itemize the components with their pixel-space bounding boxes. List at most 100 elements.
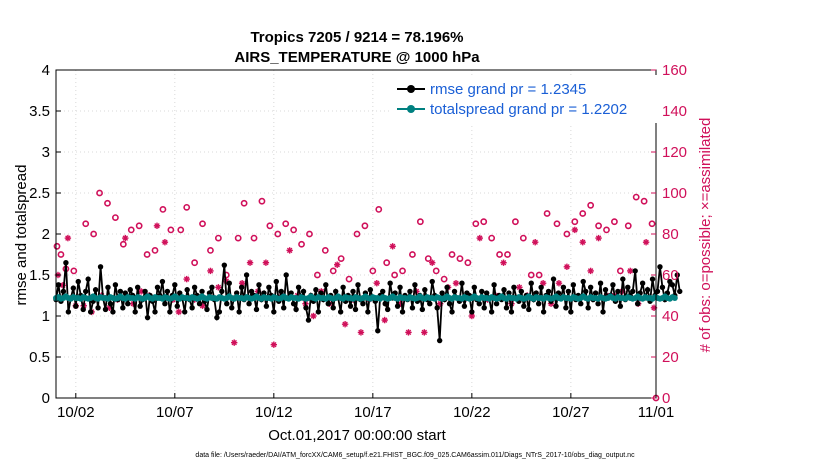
- assimilated-obs-point: [452, 280, 460, 287]
- y-tick-label-left: 0: [42, 390, 50, 407]
- rmse-point: [600, 309, 606, 315]
- possible-obs-point: [553, 220, 561, 228]
- possible-obs-point: [199, 220, 206, 228]
- possible-obs-point: [234, 234, 242, 242]
- rmse-point: [154, 284, 161, 290]
- assimilated-obs-point: [153, 222, 161, 229]
- possible-obs-point: [250, 234, 258, 242]
- rmse-point: [303, 305, 309, 311]
- asterisk-stroke: [65, 235, 71, 241]
- rmse-point: [518, 288, 525, 295]
- possible-obs-point: [104, 199, 111, 207]
- rmse-point: [409, 305, 416, 311]
- y-axis-label-left: rmse and totalspread: [13, 165, 30, 306]
- assimilated-obs-point: [64, 234, 72, 242]
- rmse-point: [221, 262, 228, 268]
- rmse-point: [132, 309, 138, 315]
- asterisk-stroke: [421, 329, 428, 336]
- possible-obs-point: [337, 255, 345, 262]
- assimilated-obs-point: [215, 284, 222, 291]
- possible-obs-point: [409, 251, 416, 258]
- rmse-point: [545, 288, 552, 295]
- rmse-point: [350, 288, 356, 295]
- rmse-point: [248, 288, 255, 295]
- rmse-point: [511, 284, 517, 290]
- rmse-point: [407, 288, 413, 295]
- possible-obs-point: [595, 222, 602, 230]
- asterisk-stroke: [627, 268, 633, 274]
- possible-obs-point: [648, 220, 656, 228]
- rmse-point: [263, 303, 270, 309]
- rmse-point: [283, 272, 289, 278]
- chart-title-line1: Tropics 7205 / 9214 = 78.196%: [250, 29, 463, 46]
- rmse-point: [491, 282, 497, 288]
- rmse-point: [632, 268, 638, 274]
- rmse-point: [387, 280, 393, 286]
- y-tick-label-right: 140: [662, 103, 687, 120]
- assimilated-obs-point: [310, 312, 317, 320]
- rmse-point: [479, 288, 485, 295]
- rmse-point: [65, 309, 72, 315]
- rmse-point: [219, 288, 225, 295]
- possible-obs-point: [306, 230, 313, 238]
- asterisk-stroke: [500, 259, 507, 266]
- possible-obs-point: [53, 242, 61, 250]
- rmse-point: [137, 303, 143, 309]
- assimilated-obs-point: [563, 263, 571, 270]
- legend-rmse-label: rmse grand pr = 1.2345: [430, 81, 586, 98]
- possible-obs-point: [571, 218, 579, 226]
- asterisk-stroke: [389, 243, 396, 250]
- rmse-point: [233, 290, 240, 296]
- x-tick-label: 10/02: [57, 404, 95, 421]
- possible-obs-point: [399, 267, 406, 275]
- asterisk-stroke: [231, 339, 237, 346]
- assimilated-obs-point: [389, 243, 396, 250]
- rmse-point: [553, 303, 559, 309]
- assimilated-obs-point: [231, 339, 238, 346]
- rmse-point: [563, 305, 569, 311]
- asterisk-stroke: [271, 341, 277, 348]
- assimilated-obs-point: [642, 239, 650, 246]
- y-tick-label-left: 3: [42, 144, 50, 161]
- rmse-point: [493, 301, 500, 307]
- rmse-point: [503, 305, 510, 311]
- rmse-point: [644, 287, 651, 293]
- possible-obs-point: [282, 220, 290, 228]
- rmse-point: [92, 287, 99, 293]
- assimilated-obs-point: [161, 239, 169, 246]
- possible-obs-point: [472, 220, 480, 228]
- rmse-point: [243, 272, 250, 278]
- possible-obs-point: [535, 271, 543, 279]
- asterisk-stroke: [239, 280, 245, 286]
- assimilated-obs-point: [246, 259, 254, 266]
- asterisk-stroke: [579, 239, 586, 245]
- rmse-point: [164, 288, 171, 295]
- legend: rmse grand pr = 1.2345 totalspread grand…: [392, 75, 657, 123]
- rmse-point: [120, 305, 126, 311]
- assimilated-obs-point: [468, 312, 476, 320]
- rmse-point: [127, 287, 133, 293]
- y-tick-label-right: 40: [662, 308, 679, 325]
- assimilated-obs-point: [627, 267, 634, 275]
- rmse-point: [290, 301, 297, 307]
- rmse-point: [110, 309, 116, 315]
- rmse-point: [568, 309, 574, 315]
- possible-obs-point: [119, 240, 127, 248]
- x-tick-label: 11/01: [638, 404, 674, 421]
- possible-obs-point: [543, 210, 551, 217]
- y-tick-label-left: 3.5: [29, 103, 50, 120]
- possible-obs-point: [375, 205, 383, 213]
- rmse-point: [610, 282, 616, 288]
- possible-obs-point: [369, 267, 377, 275]
- rmse-point: [634, 301, 641, 307]
- assimilated-obs-point: [341, 321, 349, 328]
- rmse-point: [560, 284, 567, 290]
- rmse-point: [580, 278, 586, 285]
- x-tick-label: 10/27: [552, 404, 590, 421]
- rmse-point: [293, 306, 299, 313]
- assimilated-obs-point: [373, 280, 380, 287]
- y-tick-label-left: 1: [42, 308, 50, 325]
- assimilated-obs-point: [421, 329, 428, 336]
- asterisk-stroke: [405, 329, 412, 336]
- rmse-point: [184, 287, 190, 293]
